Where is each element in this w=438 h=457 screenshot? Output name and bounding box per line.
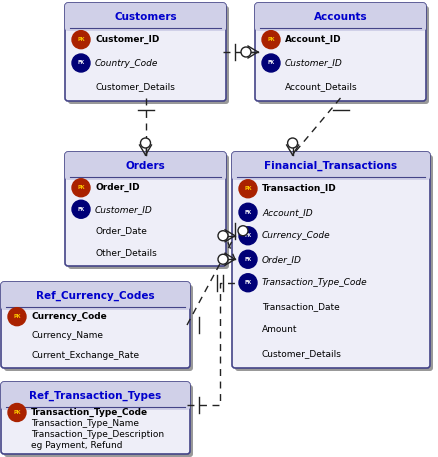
- Bar: [258, 17, 422, 29]
- Circle shape: [72, 200, 90, 218]
- FancyBboxPatch shape: [258, 6, 428, 104]
- Circle shape: [261, 54, 279, 72]
- Circle shape: [238, 203, 256, 221]
- Text: Customer_ID: Customer_ID: [284, 58, 342, 68]
- Text: Transaction_Type_Code: Transaction_Type_Code: [31, 408, 148, 417]
- FancyBboxPatch shape: [65, 152, 226, 266]
- Circle shape: [218, 231, 227, 241]
- Text: PK: PK: [77, 185, 85, 190]
- Text: Currency_Code: Currency_Code: [261, 231, 330, 240]
- Text: PK: PK: [13, 410, 21, 415]
- FancyBboxPatch shape: [65, 152, 226, 180]
- Circle shape: [287, 138, 297, 148]
- Text: Financial_Transactions: Financial_Transactions: [264, 161, 397, 171]
- Text: eg Payment, Refund: eg Payment, Refund: [31, 441, 122, 450]
- Text: Account_Details: Account_Details: [284, 82, 357, 91]
- FancyBboxPatch shape: [68, 155, 229, 269]
- Text: Transaction_Type_Name: Transaction_Type_Name: [31, 419, 139, 428]
- Text: Accounts: Accounts: [313, 12, 367, 22]
- Text: Transaction_Type_Code: Transaction_Type_Code: [261, 278, 367, 287]
- Circle shape: [261, 31, 279, 48]
- FancyBboxPatch shape: [4, 285, 193, 371]
- FancyBboxPatch shape: [1, 282, 190, 368]
- Circle shape: [238, 180, 256, 198]
- Bar: [68, 166, 223, 178]
- FancyBboxPatch shape: [254, 3, 425, 31]
- FancyBboxPatch shape: [1, 382, 190, 454]
- Text: PK: PK: [13, 314, 21, 319]
- Text: Account_ID: Account_ID: [261, 208, 312, 217]
- Bar: [4, 396, 187, 408]
- Bar: [234, 166, 426, 178]
- Text: Country_Code: Country_Code: [95, 58, 158, 68]
- FancyBboxPatch shape: [4, 385, 193, 457]
- Text: Ref_Currency_Codes: Ref_Currency_Codes: [36, 291, 155, 301]
- Text: Amount: Amount: [261, 325, 297, 334]
- Text: FK: FK: [244, 210, 251, 215]
- FancyBboxPatch shape: [1, 382, 190, 410]
- Circle shape: [72, 31, 90, 48]
- FancyBboxPatch shape: [231, 152, 429, 368]
- Circle shape: [238, 250, 256, 268]
- Circle shape: [218, 254, 227, 264]
- Text: Order_ID: Order_ID: [261, 255, 301, 264]
- Text: Customer_ID: Customer_ID: [95, 35, 159, 44]
- FancyBboxPatch shape: [68, 6, 229, 104]
- Circle shape: [8, 308, 26, 326]
- Text: FK: FK: [78, 60, 84, 65]
- Text: FK: FK: [244, 280, 251, 285]
- Text: Ref_Transaction_Types: Ref_Transaction_Types: [29, 391, 161, 401]
- Text: Account_ID: Account_ID: [284, 35, 341, 44]
- FancyBboxPatch shape: [231, 152, 429, 180]
- Text: FK: FK: [244, 233, 251, 238]
- Text: PK: PK: [267, 37, 274, 42]
- Text: Currency_Code: Currency_Code: [31, 312, 106, 321]
- Text: FK: FK: [78, 207, 84, 212]
- Text: Customer_ID: Customer_ID: [95, 205, 152, 214]
- Circle shape: [238, 227, 256, 245]
- Text: Order_ID: Order_ID: [95, 183, 139, 192]
- Text: Current_Exchange_Rate: Current_Exchange_Rate: [31, 351, 139, 360]
- Text: Transaction_ID: Transaction_ID: [261, 184, 336, 193]
- Circle shape: [72, 179, 90, 197]
- Text: FK: FK: [267, 60, 274, 65]
- Text: Customers: Customers: [114, 12, 177, 22]
- Circle shape: [237, 226, 247, 236]
- Text: Order_Date: Order_Date: [95, 226, 147, 235]
- FancyBboxPatch shape: [234, 155, 432, 371]
- Circle shape: [240, 47, 251, 57]
- FancyBboxPatch shape: [254, 3, 425, 101]
- FancyBboxPatch shape: [65, 3, 226, 31]
- Circle shape: [140, 138, 150, 148]
- Bar: [68, 17, 223, 29]
- Text: FK: FK: [244, 257, 251, 262]
- Text: Transaction_Date: Transaction_Date: [261, 302, 339, 311]
- Text: Other_Details: Other_Details: [95, 248, 156, 257]
- Text: Customer_Details: Customer_Details: [95, 82, 174, 91]
- Circle shape: [72, 54, 90, 72]
- Text: Orders: Orders: [125, 161, 165, 171]
- Circle shape: [8, 404, 26, 421]
- FancyBboxPatch shape: [65, 3, 226, 101]
- Text: PK: PK: [77, 37, 85, 42]
- Text: Currency_Name: Currency_Name: [31, 331, 103, 340]
- Circle shape: [238, 274, 256, 292]
- Text: Transaction_Type_Description: Transaction_Type_Description: [31, 430, 164, 439]
- Text: Customer_Details: Customer_Details: [261, 349, 341, 358]
- Text: PK: PK: [244, 186, 251, 191]
- Bar: [4, 296, 187, 308]
- FancyBboxPatch shape: [1, 282, 190, 310]
